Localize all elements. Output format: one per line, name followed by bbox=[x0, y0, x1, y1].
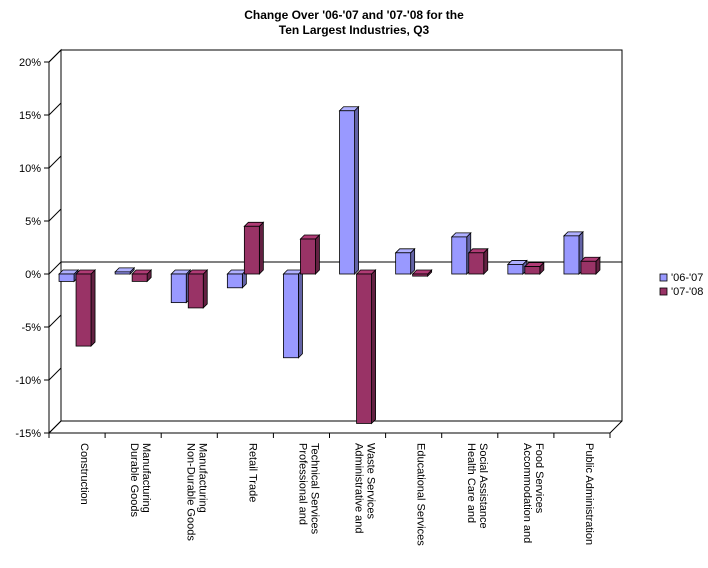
series1-bar-top bbox=[394, 248, 416, 254]
legend-label: '06-'07 bbox=[671, 272, 703, 284]
series1-bar bbox=[114, 271, 131, 275]
legend-swatch bbox=[659, 273, 668, 282]
y-tick-depth bbox=[48, 367, 62, 381]
series1-bar bbox=[58, 273, 75, 282]
series2-bar-top bbox=[411, 269, 433, 275]
y-tick-depth bbox=[48, 420, 62, 434]
x-tick-label: Waste Services bbox=[365, 443, 377, 520]
y-tick-depth bbox=[48, 208, 62, 222]
series1-bar-top bbox=[506, 260, 528, 265]
series2-bar bbox=[75, 273, 92, 347]
y-tick-depth bbox=[48, 314, 62, 328]
y-tick-label: -5% bbox=[21, 322, 41, 334]
plot-side-wall bbox=[48, 48, 62, 435]
series2-bar-top bbox=[75, 269, 97, 275]
series2-bar-top bbox=[299, 234, 321, 240]
x-tick-label: Retail Trade bbox=[246, 443, 258, 502]
x-tick-label: Construction bbox=[78, 443, 90, 505]
x-tick-label: Professional and bbox=[296, 443, 308, 525]
y-tick-depth bbox=[48, 49, 62, 63]
floor-edge bbox=[609, 420, 623, 434]
series1-bar-top bbox=[114, 267, 136, 273]
chart-title: Ten Largest Industries, Q3 bbox=[279, 23, 430, 37]
x-tick-label: Durable Goods bbox=[128, 443, 140, 517]
series1-bar bbox=[395, 252, 412, 275]
x-tick-label: Technical Services bbox=[308, 443, 320, 535]
y-tick-label: 15% bbox=[19, 110, 41, 122]
series2-bar bbox=[468, 252, 485, 275]
y-tick-depth bbox=[48, 102, 62, 116]
series1-bar-top bbox=[170, 269, 192, 275]
legend-swatch bbox=[659, 287, 668, 296]
series1-bar bbox=[451, 236, 468, 275]
y-tick-label: 5% bbox=[25, 216, 41, 228]
chart-title: Change Over '06-'07 and '07-'08 for the bbox=[244, 8, 464, 22]
series2-bar-top bbox=[187, 269, 209, 275]
series1-bar bbox=[563, 235, 580, 275]
y-tick-label: 20% bbox=[19, 57, 41, 69]
series1-bar bbox=[226, 273, 243, 289]
x-tick-label: Health Care and bbox=[465, 443, 477, 523]
series1-bar bbox=[283, 273, 299, 359]
series2-bar-top bbox=[523, 262, 545, 267]
series2-bar bbox=[243, 225, 260, 275]
series2-bar bbox=[131, 273, 148, 282]
series1-bar-top bbox=[562, 231, 584, 237]
series2-bar bbox=[300, 238, 316, 275]
y-tick-label: -15% bbox=[15, 428, 41, 440]
series2-bar-top bbox=[243, 221, 265, 227]
y-tick-depth bbox=[48, 155, 62, 169]
series1-bar bbox=[339, 110, 355, 275]
series2-bar-side bbox=[202, 269, 208, 309]
x-tick-label: Food Services bbox=[533, 443, 545, 514]
x-tick-label: Administrative and bbox=[353, 443, 365, 534]
x-tick-label: Public Administration bbox=[583, 443, 595, 545]
series2-bar bbox=[524, 266, 541, 275]
series2-bar-side bbox=[258, 221, 264, 275]
y-tick-label: -10% bbox=[15, 375, 41, 387]
series2-bar bbox=[580, 260, 597, 275]
series1-bar-top bbox=[338, 106, 360, 112]
series2-bar bbox=[412, 273, 429, 277]
y-tick-depth bbox=[48, 261, 62, 275]
series2-bar-side bbox=[315, 234, 320, 275]
series2-bar bbox=[356, 273, 372, 424]
series1-bar bbox=[170, 273, 187, 304]
legend-label: '07-'08 bbox=[671, 286, 703, 298]
x-tick-label: Manufacturing bbox=[140, 443, 152, 513]
x-tick-label: Social Assistance bbox=[477, 443, 489, 529]
x-tick-label: Accommodation and bbox=[521, 443, 533, 543]
y-tick-label: 0% bbox=[25, 269, 41, 281]
x-tick-label: Non-Durable Goods bbox=[184, 443, 196, 541]
series1-bar bbox=[507, 264, 524, 275]
series2-bar-top bbox=[579, 256, 601, 262]
series2-bar-top bbox=[467, 248, 489, 254]
series1-bar-top bbox=[226, 269, 248, 275]
series2-bar bbox=[187, 273, 204, 309]
series1-bar-side bbox=[354, 105, 359, 275]
series1-bar-top bbox=[282, 269, 304, 275]
x-tick-label: Educational Services bbox=[415, 443, 427, 546]
x-tick-label: Manufacturing bbox=[196, 443, 208, 513]
series2-bar-top bbox=[131, 269, 153, 275]
series1-bar-top bbox=[58, 269, 80, 275]
series1-bar-side bbox=[298, 269, 303, 359]
y-tick-label: 10% bbox=[19, 163, 41, 175]
series1-bar-top bbox=[450, 232, 472, 238]
series2-bar-side bbox=[371, 269, 376, 425]
series2-bar-top bbox=[355, 269, 377, 275]
series2-bar-side bbox=[90, 269, 96, 348]
